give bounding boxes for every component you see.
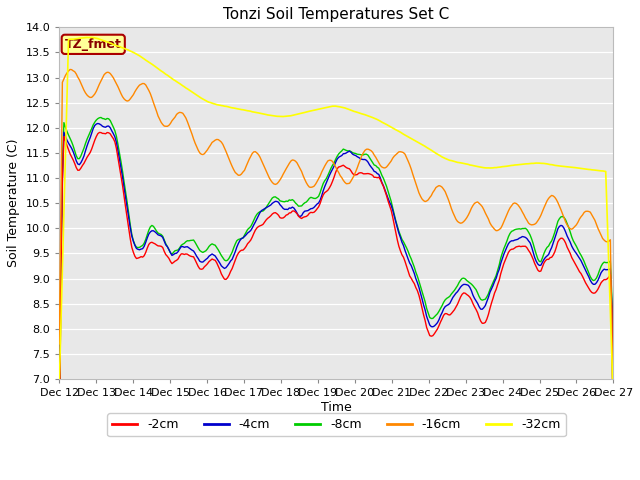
Title: Tonzi Soil Temperatures Set C: Tonzi Soil Temperatures Set C (223, 7, 449, 22)
Text: TZ_fmet: TZ_fmet (65, 38, 122, 51)
Legend: -2cm, -4cm, -8cm, -16cm, -32cm: -2cm, -4cm, -8cm, -16cm, -32cm (107, 413, 566, 436)
X-axis label: Time: Time (321, 401, 352, 414)
Y-axis label: Soil Temperature (C): Soil Temperature (C) (7, 139, 20, 267)
